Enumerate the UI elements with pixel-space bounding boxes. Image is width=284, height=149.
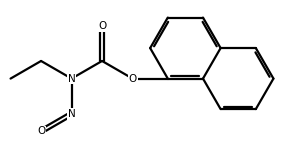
Text: N: N <box>68 74 76 84</box>
Text: O: O <box>128 74 137 84</box>
Text: O: O <box>37 126 45 136</box>
Text: N: N <box>68 109 76 119</box>
Text: O: O <box>98 21 106 31</box>
